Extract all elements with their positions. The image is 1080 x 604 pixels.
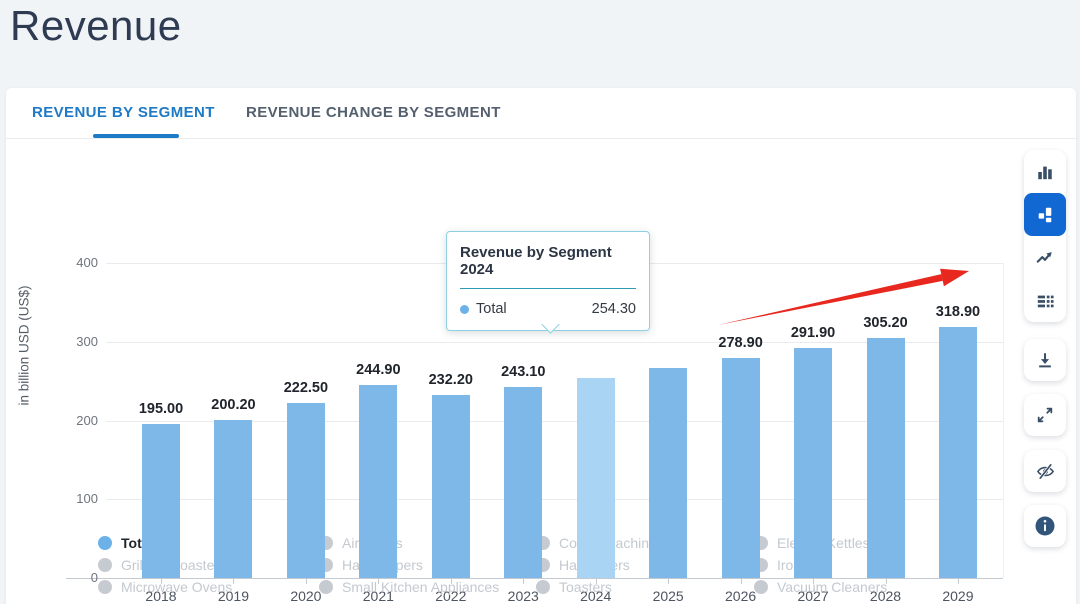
line-chart-icon	[1036, 249, 1054, 267]
legend-item[interactable]: Toasters	[536, 576, 664, 598]
legend-label: Small Kitchen Appliances	[342, 579, 499, 595]
bar-2027[interactable]	[794, 348, 832, 578]
expand-icon	[1036, 406, 1054, 424]
download-button[interactable]	[1024, 339, 1066, 381]
tooltip-divider	[460, 288, 636, 289]
bar-2022[interactable]	[432, 395, 470, 578]
plot-right-border	[1003, 263, 1004, 578]
tab-label: REVENUE CHANGE BY SEGMENT	[246, 104, 501, 121]
legend-item[interactable]: Small Kitchen Appliances	[319, 576, 499, 598]
chart-card: REVENUE BY SEGMENT REVENUE CHANGE BY SEG…	[6, 88, 1076, 604]
download-icon	[1036, 351, 1054, 369]
y-axis-tick-label: 300	[58, 334, 98, 349]
tab-revenue-by-segment[interactable]: REVENUE BY SEGMENT	[32, 88, 215, 138]
legend-item[interactable]: Hair Clippers	[319, 554, 499, 576]
legend-dot-icon	[98, 580, 112, 594]
legend-item[interactable]: Microwave Ovens	[98, 576, 232, 598]
table-view-button[interactable]	[1024, 279, 1066, 322]
legend-dot-icon	[98, 536, 112, 550]
bar-value-label: 318.90	[915, 304, 1001, 320]
page-title: Revenue	[10, 2, 182, 50]
legend-dot-icon	[319, 580, 333, 594]
tooltip-series-label: Total	[476, 301, 507, 317]
series-dot-icon	[460, 305, 469, 314]
bar-2028[interactable]	[867, 338, 905, 578]
legend-label: Microwave Ovens	[121, 579, 232, 595]
line-chart-type-button[interactable]	[1024, 236, 1066, 279]
bar-value-label: 222.50	[263, 380, 349, 396]
app-window: Revenue REVENUE BY SEGMENT REVENUE CHANG…	[0, 0, 1080, 604]
y-axis-tick-label: 400	[58, 255, 98, 270]
bar-2024[interactable]	[577, 378, 615, 578]
tab-revenue-change-by-segment[interactable]: REVENUE CHANGE BY SEGMENT	[246, 88, 501, 138]
bar-chart-icon	[1036, 163, 1054, 181]
legend-item[interactable]: Air Fryers	[319, 532, 499, 554]
tab-label: REVENUE BY SEGMENT	[32, 104, 215, 121]
legend-item[interactable]: Vacuum Cleaners	[754, 576, 887, 598]
info-button[interactable]	[1024, 505, 1066, 547]
legend-column: Air FryersHair Clippers Small Kitchen App…	[319, 532, 499, 598]
chart-type-toolbar	[1024, 150, 1066, 322]
tab-bar: REVENUE BY SEGMENT REVENUE CHANGE BY SEG…	[6, 88, 1076, 139]
column-chart-type-button[interactable]	[1024, 193, 1066, 236]
bar-2020[interactable]	[287, 403, 325, 578]
bar-value-label: 200.20	[190, 397, 276, 413]
eye-off-icon	[1036, 462, 1055, 481]
bar-value-label: 243.10	[480, 364, 566, 380]
bar-2025[interactable]	[649, 368, 687, 578]
legend-dot-icon	[536, 580, 550, 594]
fullscreen-button[interactable]	[1024, 394, 1066, 436]
bar-2029[interactable]	[939, 327, 977, 578]
y-axis-tick-label: 100	[58, 491, 98, 506]
column-chart-icon	[1036, 206, 1054, 224]
tooltip-title: Revenue by Segment 2024	[460, 244, 636, 278]
tooltip-series-row: Total 254.30	[460, 301, 636, 317]
legend-label: Toasters	[559, 579, 612, 595]
legend-dot-icon	[754, 580, 768, 594]
bar-2018[interactable]	[142, 424, 180, 578]
legend-dot-icon	[98, 558, 112, 572]
bar-2021[interactable]	[359, 385, 397, 578]
hide-button[interactable]	[1024, 450, 1066, 492]
table-icon	[1036, 292, 1054, 310]
tooltip-value: 254.30	[592, 301, 636, 317]
legend-label: Vacuum Cleaners	[777, 579, 887, 595]
bar-chart-type-button[interactable]	[1024, 150, 1066, 193]
y-axis-title: in billion USD (US$)	[17, 236, 32, 456]
bar-2026[interactable]	[722, 358, 760, 578]
bar-2019[interactable]	[214, 420, 252, 578]
bar-2023[interactable]	[504, 387, 542, 578]
info-icon	[1034, 515, 1056, 537]
y-axis-tick-label: 200	[58, 413, 98, 428]
